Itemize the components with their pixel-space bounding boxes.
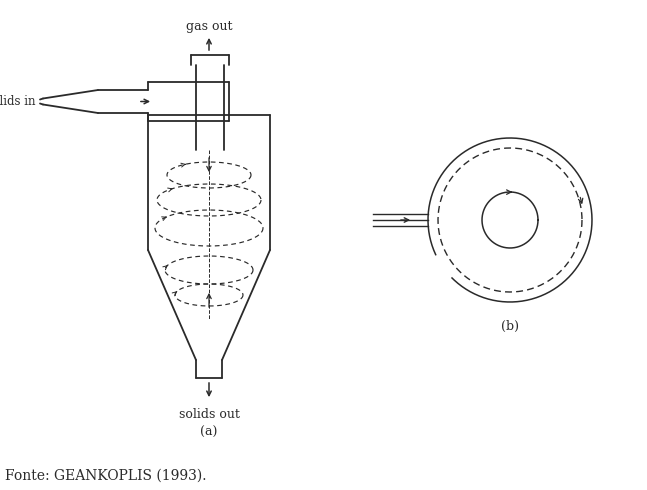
Text: gas–solids in: gas–solids in bbox=[0, 95, 35, 108]
Text: Fonte: GEANKOPLIS (1993).: Fonte: GEANKOPLIS (1993). bbox=[5, 469, 206, 483]
Text: (a): (a) bbox=[201, 426, 217, 439]
Text: gas out: gas out bbox=[186, 20, 232, 33]
Text: (b): (b) bbox=[501, 320, 519, 333]
Text: solids out: solids out bbox=[179, 408, 239, 421]
